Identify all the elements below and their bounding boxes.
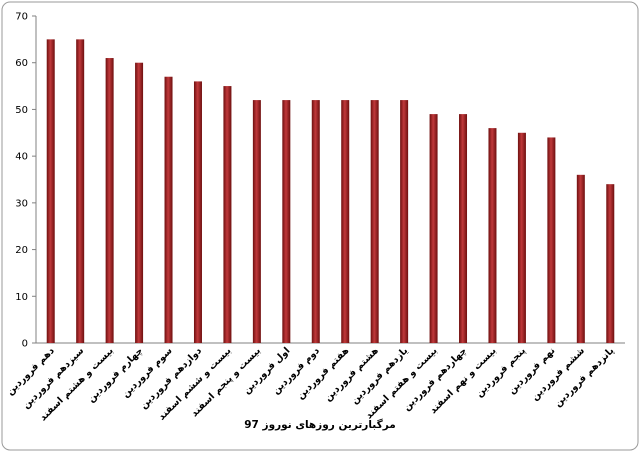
y-tick-label: 70	[15, 12, 28, 23]
bar	[370, 100, 379, 343]
bar	[193, 81, 202, 344]
bar	[488, 128, 497, 343]
bar	[46, 39, 55, 343]
bar	[135, 62, 144, 343]
bar	[311, 100, 320, 343]
y-tick-label: 50	[15, 105, 28, 116]
bar	[400, 100, 409, 343]
bar	[459, 114, 468, 343]
y-tick-label: 20	[15, 245, 28, 256]
y-tick-label: 30	[15, 198, 28, 209]
bar	[606, 184, 615, 343]
bar	[576, 174, 585, 343]
x-axis-label: مرگبارترین روزهای نوروز 97	[244, 418, 395, 431]
bar	[76, 39, 85, 343]
y-tick-label: 0	[22, 339, 28, 350]
bar	[517, 132, 526, 343]
bar	[547, 137, 556, 343]
bar	[282, 100, 291, 343]
bar	[105, 58, 114, 344]
y-tick-label: 60	[15, 58, 28, 69]
bar	[429, 114, 438, 343]
y-tick-label: 40	[15, 152, 28, 163]
bar	[341, 100, 350, 343]
bar	[164, 76, 173, 343]
bar	[252, 100, 261, 343]
y-tick-label: 10	[15, 292, 28, 303]
bar	[223, 86, 232, 344]
